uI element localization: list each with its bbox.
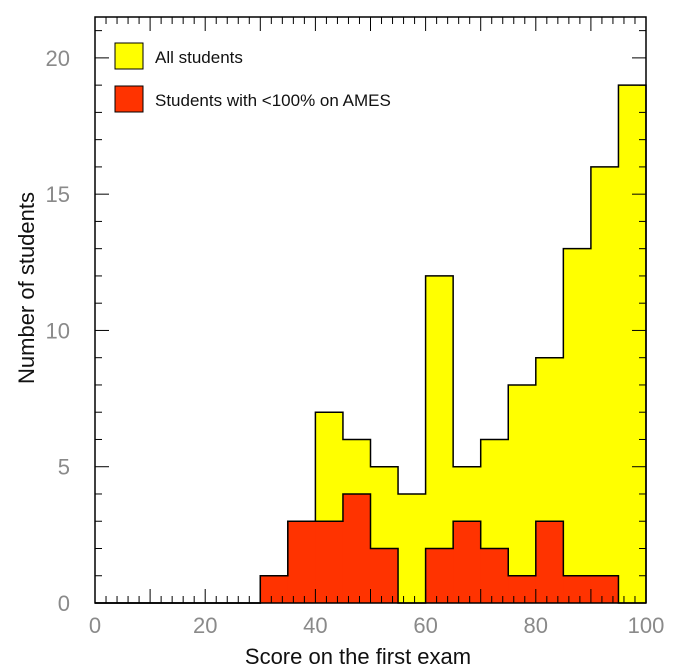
plot-area [95, 84, 647, 604]
bar-students-with-100-on-ames-80-85 [535, 521, 564, 603]
y-tick-label: 5 [58, 455, 70, 480]
bar-students-with-100-on-ames-35-40 [287, 521, 316, 603]
x-axis-label: Score on the first exam [245, 644, 471, 669]
bar-all-students-55-60 [398, 493, 426, 603]
y-tick-label: 15 [46, 182, 70, 207]
legend-swatch-students-ames [114, 85, 144, 113]
bar-students-with-100-on-ames-65-70 [453, 521, 481, 603]
bar-all-students-85-90 [563, 248, 591, 603]
legend-label-students-ames: Students with <100% on AMES [155, 91, 391, 110]
bar-students-with-100-on-ames-60-65 [425, 548, 454, 603]
bar-students-with-100-on-ames-85-90 [563, 575, 591, 603]
bar-students-with-100-on-ames-40-45 [315, 521, 343, 603]
bar-students-with-100-on-ames-75-80 [508, 575, 536, 603]
axis-ticks [94, 17, 647, 604]
bar-students-with-100-on-ames-70-75 [480, 548, 509, 603]
tick-labels: 0 20 40 60 80 100 0 5 10 15 20 [46, 46, 665, 638]
legend-label-all-students: All students [155, 48, 243, 67]
legend-swatch-all-students [114, 42, 144, 70]
y-axis-label: Number of students [14, 192, 39, 384]
y-tick-label: 10 [46, 318, 70, 343]
series-1 [95, 493, 646, 604]
x-tick-label: 100 [628, 613, 665, 638]
bar-students-with-100-on-ames-45-50 [342, 493, 371, 603]
y-tick-label: 0 [58, 591, 70, 616]
x-tick-label: 0 [89, 613, 101, 638]
x-tick-label: 20 [193, 613, 217, 638]
bar-students-with-100-on-ames-30-35 [260, 575, 288, 603]
bar-all-students-95-100 [618, 85, 646, 604]
x-tick-label: 60 [413, 613, 437, 638]
bar-students-with-100-on-ames-90-95 [590, 575, 619, 603]
bar-students-with-100-on-ames-50-55 [370, 548, 399, 603]
bar-all-students-90-95 [590, 166, 619, 603]
y-tick-label: 20 [46, 46, 70, 71]
x-tick-label: 40 [303, 613, 327, 638]
bar-all-students-75-80 [508, 384, 536, 603]
legend: All students Students with <100% on AMES [114, 42, 391, 113]
x-tick-label: 80 [524, 613, 548, 638]
